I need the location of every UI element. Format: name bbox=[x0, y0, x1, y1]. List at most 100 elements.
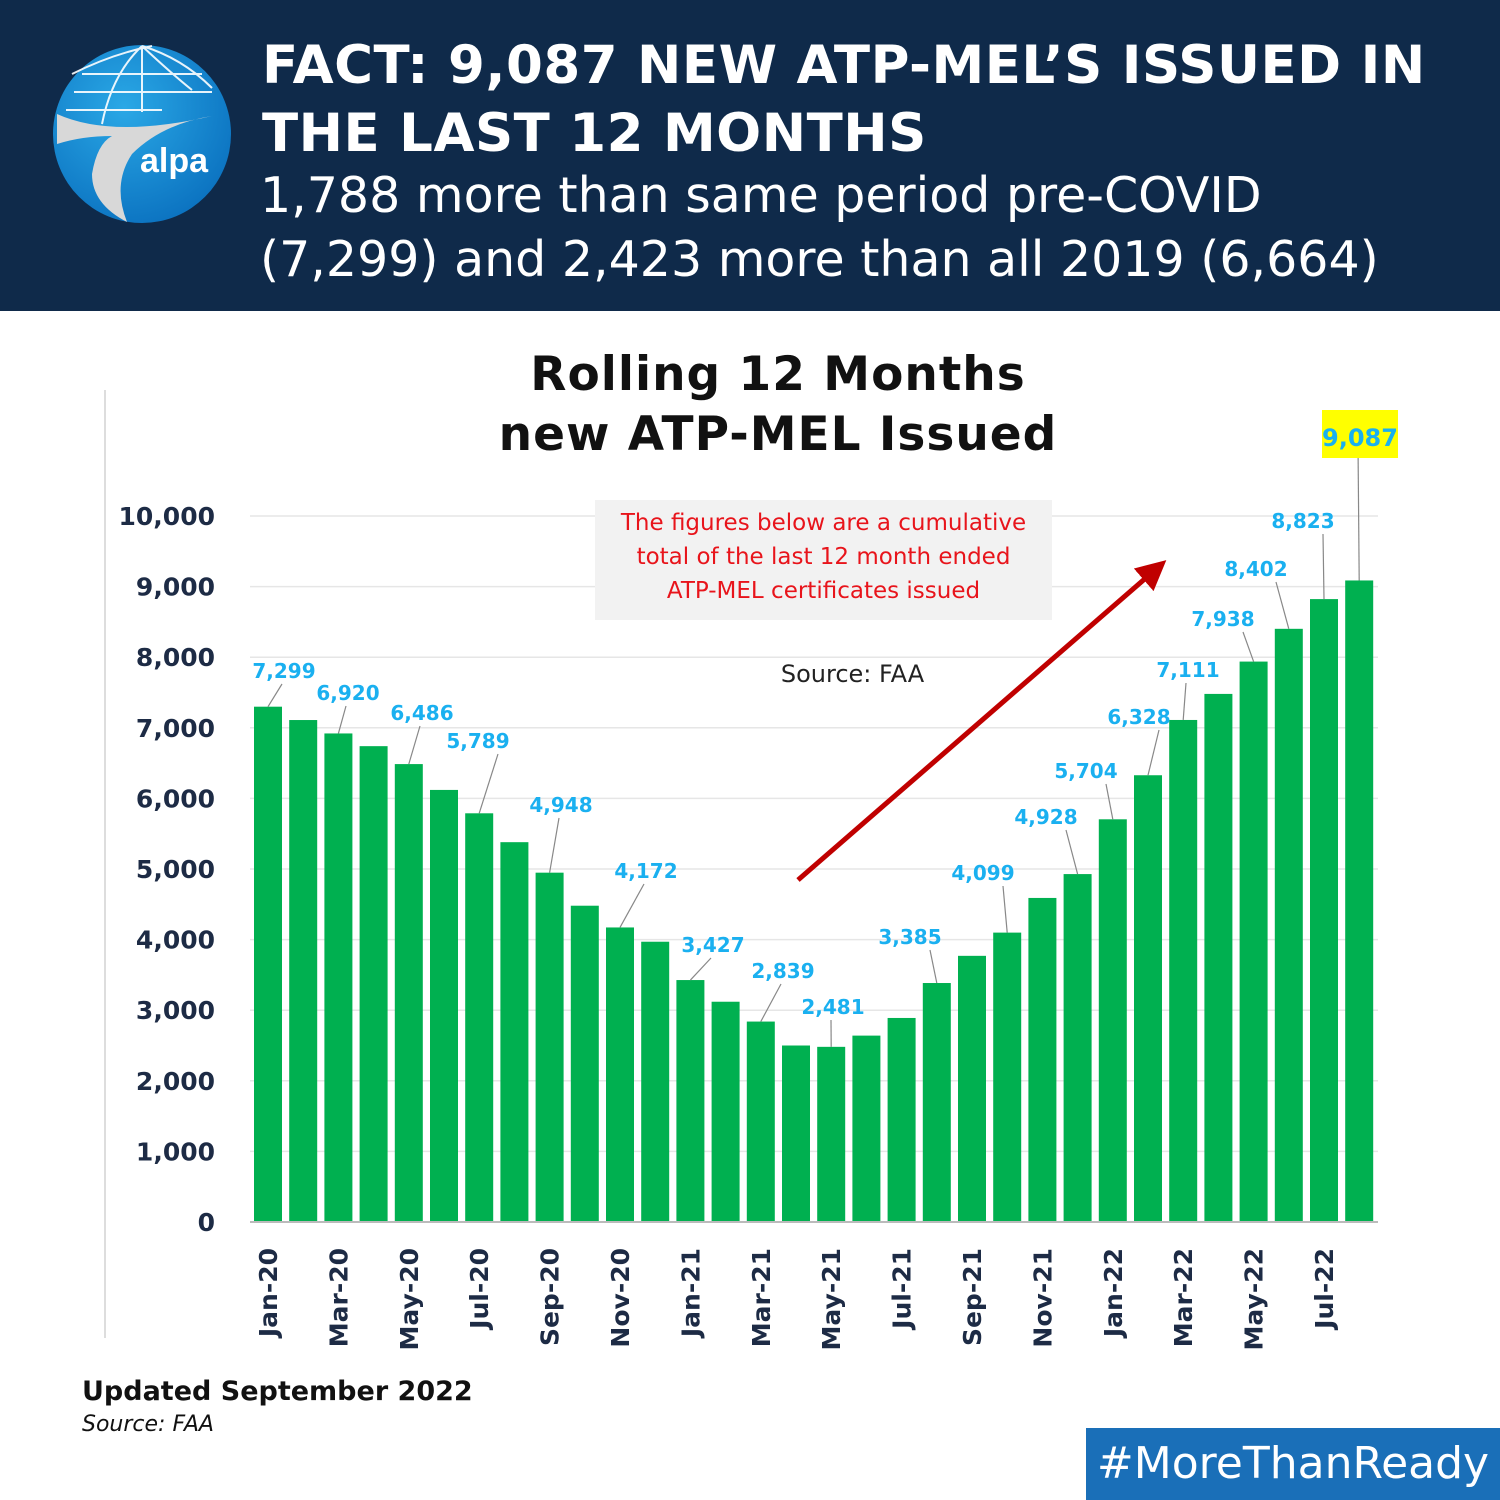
bar-jun-21 bbox=[852, 1035, 881, 1222]
data-label: 6,328 bbox=[1107, 705, 1170, 729]
svg-text:alpa: alpa bbox=[140, 142, 209, 180]
bar-apr-21 bbox=[782, 1045, 810, 1222]
bar-dec-20 bbox=[641, 941, 670, 1222]
leader-line bbox=[1357, 443, 1360, 581]
y-tick-label: 2,000 bbox=[136, 1067, 215, 1096]
bar-aug-20 bbox=[500, 842, 529, 1222]
headline: FACT: 9,087 NEW ATP-MEL’S ISSUED IN THE … bbox=[262, 32, 1426, 168]
leader-line bbox=[929, 949, 938, 984]
bar-dec-21 bbox=[1063, 874, 1092, 1222]
bar-jul-21 bbox=[887, 1017, 916, 1222]
y-tick-label: 8,000 bbox=[136, 643, 215, 672]
x-tick-label: Jul-21 bbox=[888, 1248, 917, 1331]
data-label: 3,427 bbox=[681, 933, 744, 957]
leader-line bbox=[1275, 581, 1290, 629]
leader-line bbox=[337, 705, 347, 734]
x-tick-label: May-21 bbox=[817, 1248, 846, 1350]
data-label: 4,928 bbox=[1014, 805, 1077, 829]
headline-line-1: FACT: 9,087 NEW ATP-MEL’S ISSUED IN bbox=[262, 35, 1426, 96]
y-tick-label: 4,000 bbox=[136, 926, 215, 955]
leader-line bbox=[619, 883, 645, 928]
annotation-line-1: The figures below are a cumulative bbox=[620, 510, 1027, 536]
y-tick-label: 10,000 bbox=[119, 502, 215, 531]
bar-sep-21 bbox=[958, 955, 986, 1222]
data-label: 5,789 bbox=[446, 729, 509, 753]
highlight-box bbox=[1322, 410, 1398, 458]
data-label: 8,402 bbox=[1224, 557, 1287, 581]
data-label: 4,948 bbox=[529, 793, 592, 817]
data-label: 5,704 bbox=[1054, 759, 1117, 783]
bar-jul-20 bbox=[465, 813, 494, 1222]
data-label: 8,823 bbox=[1271, 509, 1334, 533]
data-label: 2,839 bbox=[751, 959, 814, 983]
leader-line bbox=[1002, 885, 1008, 933]
data-label: 4,172 bbox=[614, 859, 677, 883]
x-tick-label: Nov-20 bbox=[606, 1248, 635, 1348]
data-label: 6,486 bbox=[390, 701, 453, 725]
chart-title-line-1: Rolling 12 Months bbox=[530, 347, 1026, 402]
leader-line bbox=[1182, 682, 1187, 721]
x-tick-label: May-20 bbox=[395, 1248, 424, 1350]
x-tick-label: Jan-22 bbox=[1099, 1248, 1128, 1339]
x-tick-label: Jul-22 bbox=[1310, 1248, 1339, 1331]
bar-may-20 bbox=[394, 764, 423, 1222]
leader-line bbox=[1322, 533, 1325, 600]
bar-apr-20 bbox=[359, 746, 388, 1222]
subheadline: 1,788 more than same period pre-COVID (7… bbox=[260, 164, 1379, 292]
data-label: 4,099 bbox=[951, 861, 1014, 885]
leader-line bbox=[760, 983, 782, 1022]
data-label: 7,938 bbox=[1191, 607, 1254, 631]
y-tick-label: 7,000 bbox=[136, 714, 215, 743]
leader-line bbox=[408, 725, 421, 765]
bar-jun-20 bbox=[430, 789, 458, 1222]
leader-line bbox=[267, 683, 283, 708]
bar-oct-20 bbox=[570, 905, 599, 1222]
leader-line bbox=[478, 753, 499, 814]
bar-jan-21 bbox=[676, 980, 705, 1222]
bar-oct-21 bbox=[993, 932, 1022, 1222]
chart-title: Rolling 12 Months new ATP-MEL Issued bbox=[378, 345, 1178, 465]
data-label: 7,299 bbox=[252, 659, 315, 683]
y-tick-label: 0 bbox=[198, 1208, 215, 1237]
chart-title-line-2: new ATP-MEL Issued bbox=[498, 407, 1058, 462]
bar-jan-22 bbox=[1098, 819, 1127, 1222]
bar-sep-20 bbox=[535, 872, 564, 1222]
x-tick-label: Jul-20 bbox=[465, 1248, 494, 1331]
y-tick-label: 1,000 bbox=[136, 1137, 215, 1166]
bar-mar-21 bbox=[746, 1021, 775, 1222]
x-tick-label: Mar-21 bbox=[747, 1248, 776, 1347]
bar-jul-22 bbox=[1310, 599, 1338, 1222]
bar-apr-22 bbox=[1204, 693, 1233, 1222]
data-label: 2,481 bbox=[801, 995, 864, 1019]
x-tick-label: May-22 bbox=[1240, 1248, 1269, 1350]
bar-jan-20 bbox=[254, 706, 282, 1222]
bar-mar-20 bbox=[324, 733, 353, 1222]
bar-feb-22 bbox=[1134, 775, 1162, 1222]
bar-feb-20 bbox=[289, 720, 318, 1222]
data-label: 7,111 bbox=[1156, 658, 1219, 682]
subheadline-line-1: 1,788 more than same period pre-COVID bbox=[260, 167, 1262, 224]
x-tick-label: Mar-20 bbox=[324, 1248, 353, 1347]
bar-feb-21 bbox=[711, 1001, 740, 1222]
hashtag-badge: #MoreThanReady bbox=[1086, 1428, 1500, 1500]
headline-line-2: THE LAST 12 MONTHS bbox=[262, 103, 927, 164]
bar-nov-21 bbox=[1028, 897, 1057, 1222]
x-tick-label: Sep-20 bbox=[536, 1248, 565, 1346]
updated-date: Updated September 2022 bbox=[82, 1376, 473, 1407]
x-tick-label: Jan-21 bbox=[676, 1248, 705, 1339]
data-label: 3,385 bbox=[878, 925, 941, 949]
data-label: 9,087 bbox=[1322, 424, 1398, 452]
annotation-box: The figures below are a cumulative total… bbox=[595, 500, 1052, 620]
leader-line bbox=[689, 957, 712, 981]
leader-line bbox=[1147, 729, 1160, 776]
leader-line bbox=[1105, 783, 1114, 820]
y-tick-label: 3,000 bbox=[136, 996, 215, 1025]
leader-line bbox=[549, 817, 560, 873]
x-tick-label: Sep-21 bbox=[958, 1248, 987, 1346]
bar-may-22 bbox=[1239, 661, 1268, 1222]
bar-aug-22 bbox=[1345, 580, 1374, 1222]
leader-line bbox=[1065, 829, 1079, 875]
bar-aug-21 bbox=[922, 983, 951, 1222]
footer-source: Source: FAA bbox=[82, 1412, 214, 1437]
